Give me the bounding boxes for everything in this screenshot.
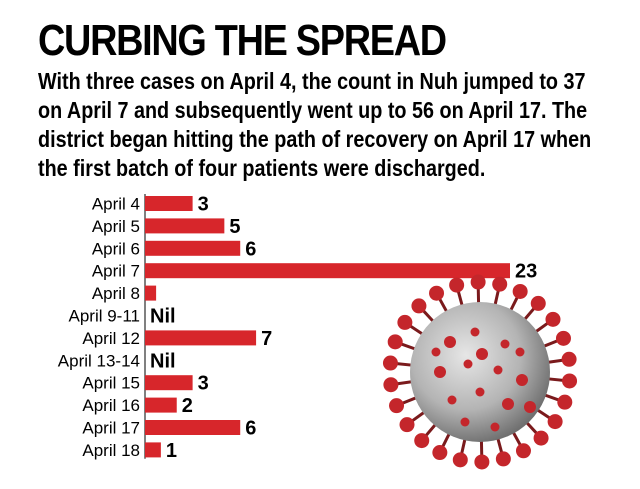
data-label: 5	[229, 216, 240, 238]
category-label: April 7	[92, 262, 140, 281]
chart-title: CURBING THE SPREAD	[38, 16, 447, 65]
bar	[145, 196, 193, 211]
bar	[145, 218, 225, 234]
data-label: Nil	[150, 306, 176, 328]
category-label: April 4	[92, 195, 140, 214]
bar	[145, 375, 193, 391]
category-label: April 6	[92, 239, 140, 258]
coronavirus-icon	[382, 274, 578, 470]
category-label: April 9-11	[69, 307, 141, 326]
data-label: 1	[166, 440, 177, 462]
bar	[145, 330, 257, 346]
bar	[145, 285, 157, 301]
bar	[145, 240, 241, 256]
category-label: April 15	[82, 374, 140, 393]
data-label: 6	[245, 238, 256, 260]
bar	[145, 420, 241, 435]
data-label: 2	[182, 395, 193, 417]
category-label: April 16	[82, 396, 140, 415]
bar	[145, 397, 177, 413]
data-label: Nil	[150, 350, 176, 372]
category-label: April 8	[92, 284, 140, 303]
category-label: April 12	[82, 329, 140, 348]
data-label: 3	[198, 194, 209, 216]
category-label: April 13-14	[58, 351, 140, 370]
data-label: 23	[515, 261, 537, 283]
data-label: 7	[261, 328, 272, 350]
data-label: 3	[198, 373, 209, 395]
category-label: April 18	[82, 441, 140, 460]
category-label: April 5	[92, 217, 140, 236]
chart-subtitle: With three cases on April 4, the count i…	[38, 68, 592, 181]
bar	[145, 263, 510, 279]
category-label: April 17	[82, 419, 140, 438]
data-label: 6	[245, 418, 256, 440]
bar	[145, 442, 161, 458]
